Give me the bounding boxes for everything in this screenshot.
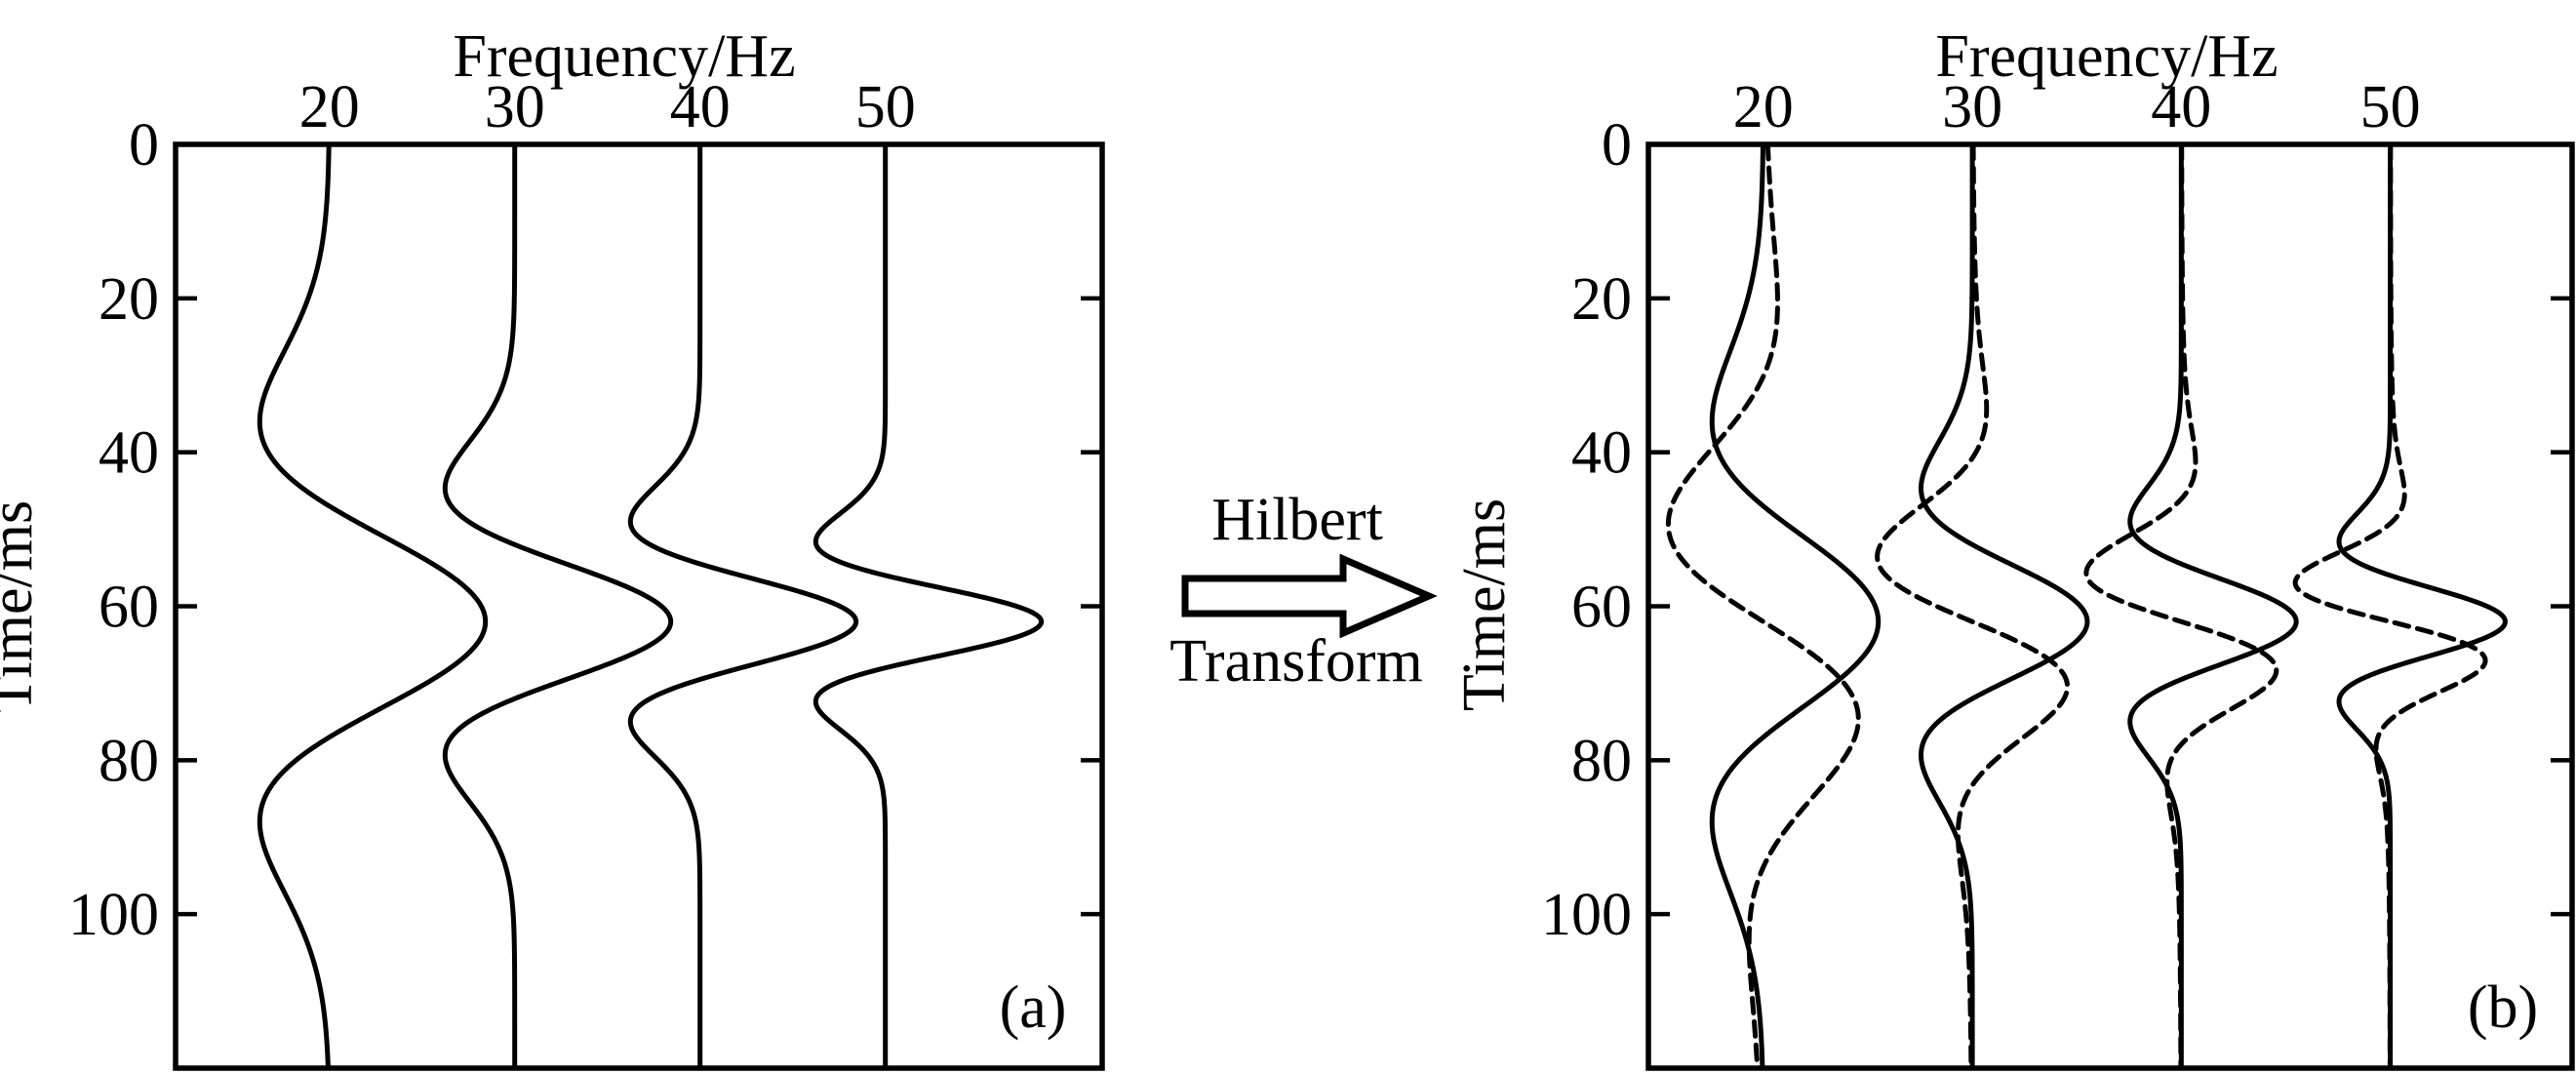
panel-a-y-axis-title: Time/ms bbox=[0, 500, 45, 713]
panel-b-x-axis-title: Frequency/Hz bbox=[1935, 23, 2278, 90]
x-tick-label: 40 bbox=[2151, 74, 2211, 140]
panel-a-label: (a) bbox=[1000, 975, 1067, 1041]
x-tick-label: 50 bbox=[2360, 74, 2421, 140]
x-tick-label: 50 bbox=[855, 74, 916, 140]
wavelet-trace-50hz bbox=[812, 141, 1045, 1071]
x-tick-label: 30 bbox=[485, 74, 545, 140]
panel-b: Frequency/Hz Time/ms (b) 20 30 40 50 0 20 40 60… bbox=[1451, 23, 2575, 1071]
hilbert-trace-40hz bbox=[2083, 141, 2279, 1071]
x-tick-label: 20 bbox=[1733, 74, 1794, 140]
panel-b-plot-area: 20 30 40 50 0 20 40 60 80 100 bbox=[1541, 74, 2575, 1071]
wavelet-trace-20hz bbox=[1709, 141, 1882, 1071]
arrow-label-top: Hilbert bbox=[1211, 487, 1383, 553]
wavelet-trace-40hz bbox=[2127, 141, 2299, 1071]
x-tick-label: 20 bbox=[299, 74, 360, 140]
y-tick-label: 0 bbox=[1602, 112, 1632, 179]
y-tick-label: 100 bbox=[68, 882, 159, 948]
x-tick-label: 40 bbox=[670, 74, 731, 140]
y-tick-label: 80 bbox=[99, 728, 159, 794]
y-tick-label: 60 bbox=[99, 575, 159, 641]
axis-frame bbox=[1645, 141, 2575, 1071]
panel-a: Frequency/Hz Time/ms (a) 20 30 40 50 0 20 40 60… bbox=[0, 23, 1105, 1071]
y-tick-label: 40 bbox=[1571, 420, 1632, 487]
wavelet-trace-50hz bbox=[2336, 141, 2508, 1071]
y-tick-label: 40 bbox=[99, 420, 159, 487]
panel-a-plot-area: 20 30 40 50 0 20 40 60 80 100 bbox=[68, 74, 1105, 1071]
y-tick-label: 80 bbox=[1571, 728, 1632, 794]
y-tick-label: 0 bbox=[129, 112, 159, 179]
wavelet-trace-20hz bbox=[257, 141, 489, 1071]
y-tick-label: 60 bbox=[1571, 575, 1632, 641]
wavelet-trace-40hz bbox=[627, 141, 859, 1071]
panel-a-x-axis-title: Frequency/Hz bbox=[453, 23, 795, 90]
wavelet-trace-30hz bbox=[442, 141, 674, 1071]
arrow-label-bottom: Transform bbox=[1169, 628, 1423, 695]
hilbert-trace-20hz bbox=[1665, 141, 1861, 1071]
x-tick-label: 30 bbox=[1942, 74, 2002, 140]
y-tick-label: 20 bbox=[1571, 266, 1632, 333]
panel-b-y-axis-title: Time/ms bbox=[1451, 498, 1518, 711]
hilbert-arrow-group: Hilbert Transform bbox=[1169, 487, 1438, 695]
hilbert-trace-30hz bbox=[1875, 141, 2071, 1071]
panel-b-label: (b) bbox=[2468, 975, 2538, 1041]
y-tick-label: 100 bbox=[1541, 882, 1632, 948]
y-tick-label: 20 bbox=[99, 266, 159, 333]
hilbert-trace-50hz bbox=[2292, 141, 2488, 1071]
wavelet-trace-30hz bbox=[1919, 141, 2090, 1071]
right-arrow-icon bbox=[1181, 553, 1438, 639]
